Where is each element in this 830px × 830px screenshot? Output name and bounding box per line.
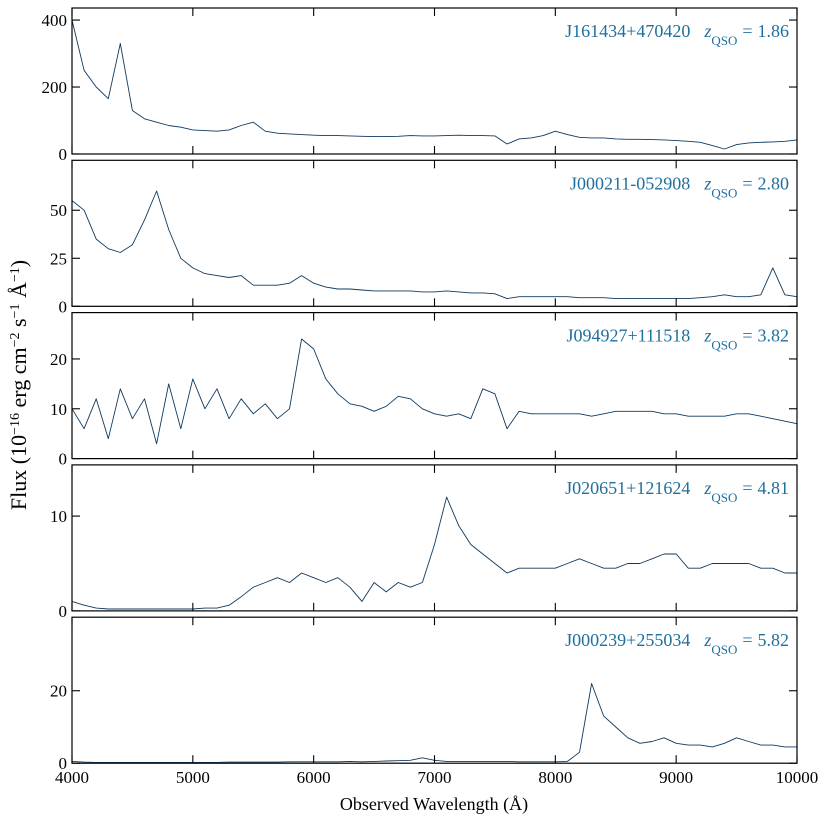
- spectrum-line: [71, 338, 798, 445]
- z-relation: =: [742, 478, 752, 498]
- z-value: 5.82: [758, 630, 790, 650]
- quasar-name: J020651+121624: [565, 478, 690, 498]
- spectrum-line: [71, 683, 797, 763]
- y-tick-label: 0: [59, 297, 68, 316]
- y-tick-label: 0: [59, 145, 68, 164]
- quasar-name: J094927+111518: [566, 326, 690, 346]
- spectrum-line: [71, 19, 798, 150]
- y-tick-label: 20: [50, 682, 67, 701]
- z-symbol: z: [703, 478, 711, 498]
- y-label-exponent: −2: [8, 333, 23, 348]
- quasar-label: J000211-052908 zQSO = 2.80: [570, 173, 789, 200]
- y-tick-label: 25: [50, 249, 67, 268]
- y-tick-label: 20: [50, 350, 67, 369]
- quasar-name: J161434+470420: [565, 21, 690, 41]
- y-tick-label: 0: [59, 450, 68, 469]
- y-tick-label: 0: [59, 754, 68, 773]
- x-tick-label: 6000: [297, 768, 331, 787]
- z-symbol: z: [703, 630, 711, 650]
- z-value: 3.82: [758, 326, 790, 346]
- z-relation: =: [742, 326, 752, 346]
- z-subscript: QSO: [711, 33, 737, 48]
- y-label-exponent: −16: [8, 413, 23, 435]
- y-label-exponent: −1: [8, 304, 23, 319]
- z-symbol: z: [703, 21, 711, 41]
- y-axis-label: Flux (10−16 erg cm−2 s−1 Å−1): [6, 260, 31, 510]
- x-tick-label: 5000: [176, 768, 210, 787]
- y-tick-label: 200: [42, 78, 68, 97]
- z-relation: =: [742, 21, 752, 41]
- x-tick-label: 8000: [538, 768, 572, 787]
- z-value: 2.80: [758, 173, 790, 193]
- y-tick-label: 10: [50, 400, 67, 419]
- z-relation: =: [742, 173, 752, 193]
- spectrum-line: [71, 496, 797, 610]
- spectrum-line: [71, 190, 798, 300]
- y-label-text: erg cm: [6, 347, 31, 413]
- y-label-text: s: [6, 318, 31, 332]
- y-tick-label: 10: [50, 507, 67, 526]
- y-tick-label: 0: [59, 602, 68, 621]
- z-value: 1.86: [758, 21, 790, 41]
- quasar-label: J161434+470420 zQSO = 1.86: [565, 21, 789, 48]
- quasar-label: J020651+121624 zQSO = 4.81: [565, 478, 789, 505]
- z-symbol: z: [703, 326, 711, 346]
- x-tick-label: 7000: [418, 768, 452, 787]
- z-subscript: QSO: [711, 642, 737, 657]
- x-tick-label: 4000: [55, 768, 89, 787]
- x-axis-label: Observed Wavelength (Å): [340, 794, 528, 815]
- quasar-name: J000211-052908: [570, 173, 690, 193]
- x-tick-label: 9000: [659, 768, 693, 787]
- z-subscript: QSO: [711, 337, 737, 352]
- y-label-text: Flux (10: [6, 435, 31, 510]
- y-label-text: ): [6, 260, 31, 267]
- quasar-label: J094927+111518 zQSO = 3.82: [566, 326, 789, 353]
- y-tick-label: 50: [50, 201, 67, 220]
- quasar-label: J000239+255034 zQSO = 5.82: [565, 630, 789, 657]
- z-subscript: QSO: [711, 185, 737, 200]
- x-tick-label: 10000: [776, 768, 819, 787]
- z-value: 4.81: [758, 478, 790, 498]
- z-relation: =: [742, 630, 752, 650]
- z-symbol: z: [703, 173, 711, 193]
- y-label-text: Å: [6, 282, 31, 304]
- quasar-name: J000239+255034: [565, 630, 690, 650]
- y-tick-label: 400: [42, 11, 68, 30]
- z-subscript: QSO: [711, 489, 737, 504]
- y-label-exponent: −1: [8, 267, 23, 282]
